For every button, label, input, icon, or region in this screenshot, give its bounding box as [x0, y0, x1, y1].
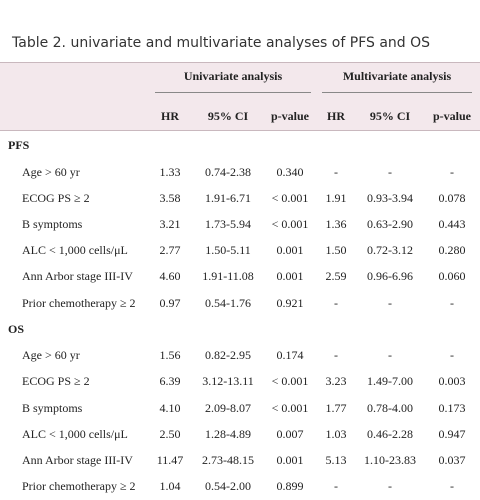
column-header: 95% CI: [369, 109, 411, 123]
cell: 0.078: [438, 190, 466, 205]
cell: 0.899: [276, 479, 304, 494]
group-underline: [155, 92, 311, 93]
cell: 3.12-13.11: [202, 374, 254, 389]
cell: 1.91-6.71: [205, 190, 251, 205]
cell: 0.001: [276, 243, 304, 258]
cell: 6.39: [159, 374, 181, 389]
cell: 1.03: [325, 426, 347, 441]
cell: 1.73-5.94: [205, 216, 251, 231]
cell: -: [450, 479, 454, 494]
cell: 1.91: [325, 190, 347, 205]
row-label: Ann Arbor stage III-IV: [22, 269, 133, 284]
cell: 0.001: [276, 453, 304, 467]
row-label: ALC < 1,000 cells/μL: [22, 426, 128, 441]
row-label: ECOG PS ≥ 2: [22, 374, 90, 389]
cell: 0.340: [276, 164, 304, 179]
row-label: B symptoms: [22, 216, 83, 231]
cell: 1.91-11.08: [202, 269, 254, 284]
cell: 2.59: [325, 269, 347, 284]
cell: 1.56: [159, 348, 181, 363]
cell: 0.54-2.00: [205, 479, 251, 494]
cell: < 0.001: [271, 374, 309, 389]
cell: 1.50-5.11: [205, 243, 251, 258]
column-header: p-value: [432, 109, 472, 123]
cell: 0.93-3.94: [367, 190, 413, 205]
group-header: Univariate analysis: [183, 69, 283, 83]
cell: -: [334, 348, 338, 363]
cell: 0.46-2.28: [367, 426, 413, 441]
cell: 3.23: [325, 374, 347, 389]
cell: 0.280: [438, 243, 466, 258]
cell: 1.36: [325, 216, 347, 231]
cell: 2.50: [159, 426, 181, 441]
cell: 0.947: [438, 426, 466, 441]
column-header: 95% CI: [207, 109, 249, 123]
cell: -: [334, 164, 338, 179]
cell: 3.21: [159, 216, 181, 231]
cell: 0.97: [159, 295, 181, 310]
row-label: ECOG PS ≥ 2: [22, 190, 90, 205]
cell: 0.443: [438, 216, 466, 231]
group-underline: [322, 92, 472, 93]
cell: < 0.001: [271, 190, 309, 205]
section-label: PFS: [8, 138, 30, 152]
column-header: HR: [161, 109, 179, 123]
cell: 1.10-23.83: [364, 453, 416, 467]
row-label: ALC < 1,000 cells/μL: [22, 243, 128, 258]
header-band: [0, 62, 480, 131]
cell: -: [388, 295, 392, 310]
cell: -: [450, 295, 454, 310]
row-label: Age > 60 yr: [22, 348, 80, 363]
row-label: Prior chemotherapy ≥ 2: [22, 295, 136, 310]
cell: 11.47: [156, 453, 184, 467]
cell: 0.54-1.76: [205, 295, 251, 310]
row-label: Age > 60 yr: [22, 164, 80, 179]
cell: 5.13: [325, 453, 347, 467]
column-header: HR: [327, 109, 345, 123]
row-label: Prior chemotherapy ≥ 2: [22, 479, 136, 494]
cell: 0.001: [276, 269, 304, 284]
cell: 2.73-48.15: [202, 453, 254, 467]
cell: -: [388, 479, 392, 494]
cell: 0.173: [438, 400, 466, 415]
cell: -: [450, 348, 454, 363]
cell: 1.50: [325, 243, 347, 258]
cell: 4.10: [159, 400, 181, 415]
table-title: Table 2. univariate and multivariate ana…: [12, 35, 431, 51]
section-label: OS: [8, 321, 25, 336]
cell: 0.82-2.95: [205, 348, 251, 363]
cell: 0.037: [438, 453, 466, 467]
cell: 0.74-2.38: [205, 164, 251, 179]
cell: 1.04: [159, 479, 181, 494]
cell: 1.49-7.00: [367, 374, 413, 389]
cell: -: [334, 479, 338, 494]
cell: < 0.001: [271, 216, 309, 231]
row-label: B symptoms: [22, 400, 83, 415]
column-header: p-value: [270, 109, 310, 123]
row-label: Ann Arbor stage III-IV: [22, 453, 133, 467]
cell: -: [450, 164, 454, 179]
cell: 2.77: [159, 243, 181, 258]
cell: 0.96-6.96: [367, 269, 413, 284]
cell: 0.78-4.00: [367, 400, 413, 415]
cell: 2.09-8.07: [205, 400, 251, 415]
cell: 3.58: [159, 190, 181, 205]
cell: 1.77: [325, 400, 347, 415]
cell: 4.60: [159, 269, 181, 284]
cell: -: [388, 348, 392, 363]
group-header: Multivariate analysis: [342, 69, 452, 83]
cell: 1.33: [159, 164, 181, 179]
cell: 0.060: [438, 269, 466, 284]
cell: -: [334, 295, 338, 310]
cell: -: [388, 164, 392, 179]
cell: < 0.001: [271, 400, 309, 415]
cell: 0.921: [276, 295, 304, 310]
cell: 0.72-3.12: [367, 243, 413, 258]
cell: 0.174: [276, 348, 304, 363]
cell: 0.003: [438, 374, 466, 389]
cell: 1.28-4.89: [205, 426, 251, 441]
cell: 0.007: [276, 426, 304, 441]
cell: 0.63-2.90: [367, 216, 413, 231]
